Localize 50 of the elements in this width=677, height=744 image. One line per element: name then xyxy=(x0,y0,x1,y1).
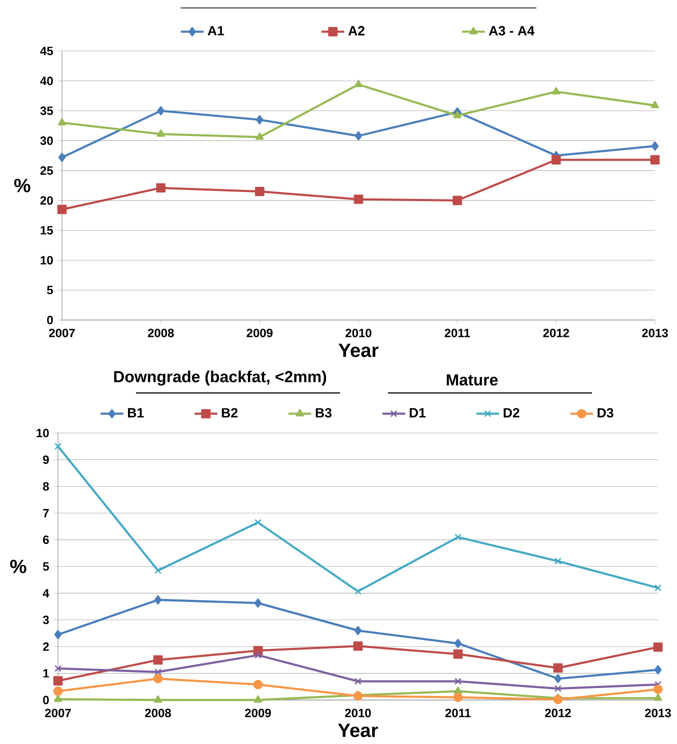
y-tick-label: 3 xyxy=(42,616,49,624)
legend-label: B2 xyxy=(222,408,238,418)
x-tick-label: 2010 xyxy=(345,708,371,718)
legend-label: A3 - A4 xyxy=(488,26,534,36)
legend-label: B1 xyxy=(128,408,144,418)
text: Mature xyxy=(446,374,498,386)
x-tick-label: 2008 xyxy=(145,708,171,718)
legend-label: D3 xyxy=(598,408,614,418)
legend-label: B3 xyxy=(316,408,332,418)
y-tick-label: 45 xyxy=(40,46,53,56)
legend-label: D2 xyxy=(504,408,520,418)
x-tick-label: 2007 xyxy=(45,708,71,718)
y-tick-label: 10 xyxy=(40,256,53,264)
x-tick-label: 2011 xyxy=(444,328,470,338)
x-tick-label: 2012 xyxy=(543,328,570,338)
y-tick-label: 5 xyxy=(42,562,49,571)
y-tick-label: 5 xyxy=(47,286,53,294)
y-tick-label: 10 xyxy=(36,428,49,438)
x-tick-label: 2010 xyxy=(346,328,372,338)
x-tick-label: 2012 xyxy=(545,708,571,718)
legend-label: D1 xyxy=(410,408,426,418)
x-tick-label: 2007 xyxy=(49,328,75,338)
y-tick-label: 8 xyxy=(42,482,49,491)
y-tick-label: 15 xyxy=(40,226,53,235)
y-tick-label: 6 xyxy=(43,536,49,544)
x-axis-title: Year xyxy=(338,344,378,358)
text: Downgrade (backfat, <2mm) xyxy=(114,370,326,386)
y-axis-title: % xyxy=(10,560,26,574)
y-tick-label: 30 xyxy=(40,136,53,145)
legend-label: A1 xyxy=(208,26,224,36)
x-tick-label: 2009 xyxy=(245,708,271,718)
y-tick-label: 0 xyxy=(47,316,53,324)
y-tick-label: 9 xyxy=(43,455,49,464)
x-tick-label: 2013 xyxy=(645,708,671,718)
x-axis-title: Year xyxy=(338,724,378,738)
y-tick-label: 2 xyxy=(43,642,49,651)
y-tick-label: 20 xyxy=(40,196,53,205)
x-tick-label: 2009 xyxy=(246,328,273,338)
y-tick-label: 1 xyxy=(43,669,49,678)
y-tick-label: 25 xyxy=(40,166,53,175)
legend-label: A2 xyxy=(348,26,364,36)
y-tick-label: 35 xyxy=(40,106,53,116)
y-tick-label: 0 xyxy=(43,696,49,704)
x-tick-label: 2011 xyxy=(445,708,471,718)
y-axis-title: % xyxy=(14,178,30,192)
y-tick-label: 4 xyxy=(42,589,50,598)
x-tick-label: 2013 xyxy=(642,328,668,338)
x-tick-label: 2008 xyxy=(148,328,174,338)
y-tick-label: 7 xyxy=(43,508,49,518)
y-tick-label: 40 xyxy=(40,76,53,86)
